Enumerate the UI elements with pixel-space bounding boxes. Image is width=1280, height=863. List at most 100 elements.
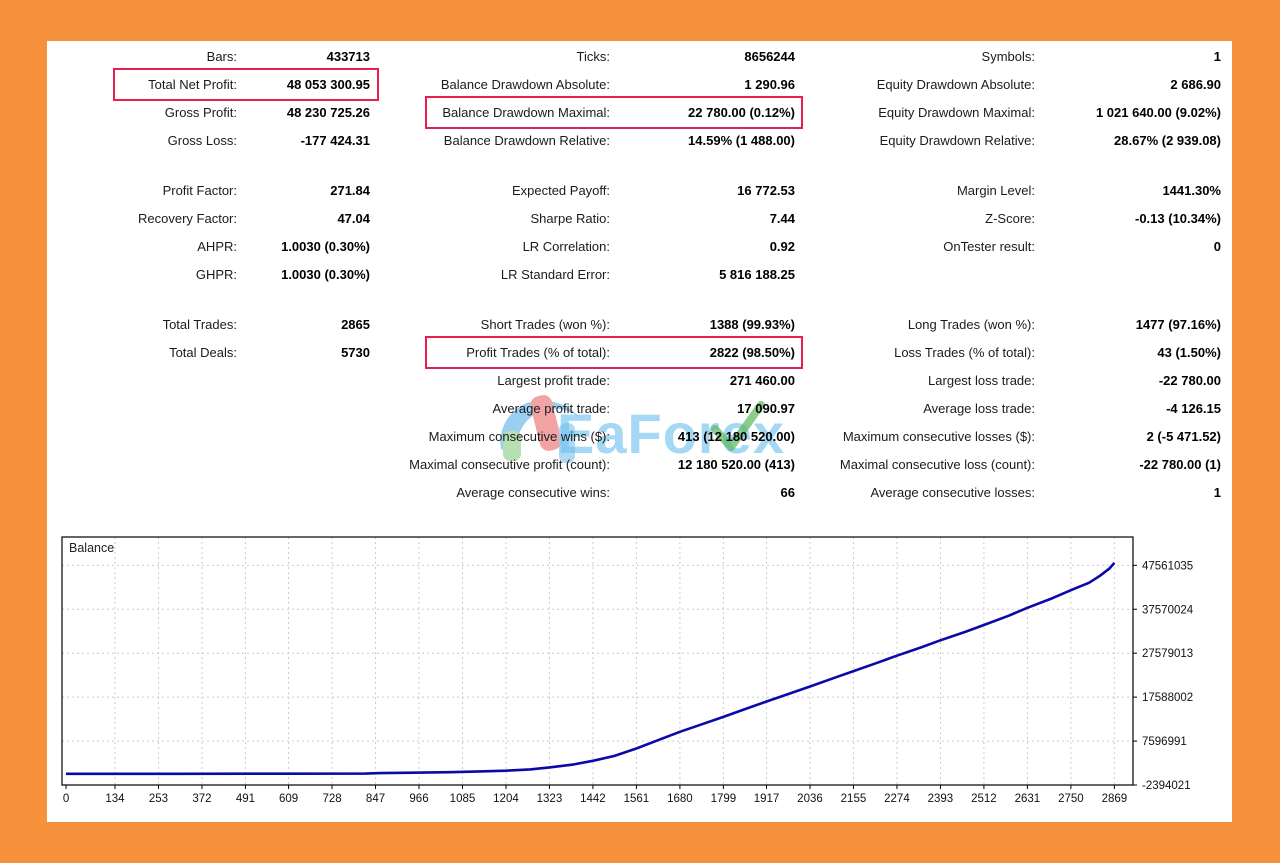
stat-cell: GHPR: 1.0030 (0.30%) xyxy=(47,261,370,289)
stat-cell: Equity Drawdown Maximal: 1 021 640.00 (9.… xyxy=(807,99,1221,127)
stat-cell: Gross Profit: 48 230 725.26 xyxy=(47,99,370,127)
stat-cell: Average profit trade: 17 090.97 xyxy=(377,395,795,423)
stats-row: Total Deals: 5730 Profit Trades (% of tota… xyxy=(47,336,1232,369)
stat-cell: Maximum consecutive wins ($): 413 (12 180… xyxy=(377,423,795,451)
x-tick-label: 847 xyxy=(366,793,385,805)
stat-label: Ticks: xyxy=(576,49,610,64)
stats-row: Maximal consecutive profit (count): 12 18… xyxy=(47,451,1232,479)
stat-label: Maximal consecutive profit (count): xyxy=(409,457,610,472)
stat-cell: Profit Factor: 271.84 xyxy=(47,177,370,205)
stat-label: GHPR: xyxy=(195,267,237,282)
stat-cell: Largest loss trade: -22 780.00 xyxy=(807,367,1221,395)
stat-label xyxy=(47,367,237,395)
stat-cell: Equity Drawdown Absolute: 2 686.90 xyxy=(807,71,1221,99)
x-tick-label: 1085 xyxy=(450,793,476,805)
stat-label: Gross Profit: xyxy=(164,105,237,120)
chart-title: Balance xyxy=(69,541,114,555)
stat-label: Largest profit trade: xyxy=(497,373,610,388)
stat-label xyxy=(47,423,237,451)
stat-label: Z-Score: xyxy=(985,211,1035,226)
stat-cell: Equity Drawdown Relative: 28.67% (2 939.0… xyxy=(807,127,1221,155)
stats-row: Total Net Profit: 48 053 300.95 Balance Dr… xyxy=(47,68,1232,101)
stat-cell xyxy=(807,261,1221,289)
stat-value: 12 180 520.00 (413) xyxy=(677,457,795,472)
stat-cell-highlighted: Balance Drawdown Maximal: 22 780.00 (0.12… xyxy=(377,96,803,129)
stat-cell: Maximum consecutive losses ($): 2 (-5 471… xyxy=(807,423,1221,451)
stats-row: AHPR: 1.0030 (0.30%) LR Correlation: 0.92 On… xyxy=(47,233,1232,261)
x-tick-label: 372 xyxy=(192,793,211,805)
x-tick-label: 1917 xyxy=(754,793,780,805)
stat-label: AHPR: xyxy=(197,239,237,254)
stat-label: Recovery Factor: xyxy=(138,211,237,226)
stat-label: Symbols: xyxy=(981,49,1035,64)
stat-cell: Margin Level: 1441.30% xyxy=(807,177,1221,205)
stat-label: Bars: xyxy=(206,49,237,64)
stat-value: 22 780.00 (0.12%) xyxy=(688,105,795,120)
stat-value: 5 816 188.25 xyxy=(719,267,795,282)
y-tick-label: 27579013 xyxy=(1142,648,1193,660)
stat-label: LR Correlation: xyxy=(522,239,610,254)
x-tick-label: 2155 xyxy=(841,793,867,805)
stats-section: Bars: 433713 Ticks: 8656244 Symbols: 1 Total N… xyxy=(47,43,1232,155)
stat-label: Sharpe Ratio: xyxy=(530,211,611,226)
stat-cell: Short Trades (won %): 1388 (99.93%) xyxy=(377,311,795,339)
stat-label: Balance Drawdown Maximal: xyxy=(442,105,610,120)
x-tick-label: 2036 xyxy=(797,793,823,805)
x-tick-label: 966 xyxy=(409,793,428,805)
x-tick-label: 1442 xyxy=(580,793,606,805)
stat-cell: LR Correlation: 0.92 xyxy=(377,233,795,261)
stat-label: Average consecutive losses: xyxy=(870,485,1035,500)
stats-row: Recovery Factor: 47.04 Sharpe Ratio: 7.44 Z-… xyxy=(47,205,1232,233)
stat-label: Loss Trades (% of total): xyxy=(894,345,1035,360)
stat-label: Total Net Profit: xyxy=(148,77,237,92)
stat-cell: Expected Payoff: 16 772.53 xyxy=(377,177,795,205)
stats-row: GHPR: 1.0030 (0.30%) LR Standard Error: 5 8… xyxy=(47,261,1232,289)
x-tick-label: 1204 xyxy=(493,793,519,805)
y-tick-label: 17588002 xyxy=(1142,692,1193,704)
x-tick-label: 728 xyxy=(322,793,341,805)
stat-value: 2 686.90 xyxy=(1170,77,1221,92)
stat-label: Equity Drawdown Relative: xyxy=(879,133,1035,148)
report-panel: Bars: 433713 Ticks: 8656244 Symbols: 1 Total N… xyxy=(47,41,1232,822)
x-tick-label: 2393 xyxy=(928,793,954,805)
stat-label: Total Trades: xyxy=(162,317,237,332)
stat-cell: Recovery Factor: 47.04 xyxy=(47,205,370,233)
x-tick-label: 491 xyxy=(236,793,255,805)
stat-value: -0.13 (10.34%) xyxy=(1135,211,1221,226)
stat-value: 2 (-5 471.52) xyxy=(1146,429,1221,444)
stat-value: 0 xyxy=(1213,239,1221,254)
stat-value: 5730 xyxy=(341,345,370,360)
x-tick-label: 0 xyxy=(63,793,69,805)
stat-value: 14.59% (1 488.00) xyxy=(688,133,795,148)
stat-cell-highlighted: Total Net Profit: 48 053 300.95 xyxy=(47,68,379,101)
stat-label: Gross Loss: xyxy=(167,133,237,148)
stat-cell xyxy=(47,479,370,507)
x-tick-label: 1799 xyxy=(711,793,737,805)
stat-value: 66 xyxy=(780,485,795,500)
plot-area xyxy=(62,537,1133,785)
stat-value: 8656244 xyxy=(744,49,795,64)
x-tick-label: 2274 xyxy=(884,793,910,805)
stat-value: 0.92 xyxy=(769,239,795,254)
stat-cell: Balance Drawdown Relative: 14.59% (1 488.… xyxy=(377,127,795,155)
stat-value: 28.67% (2 939.08) xyxy=(1114,133,1221,148)
stat-label: Maximum consecutive wins ($): xyxy=(428,429,610,444)
stat-value: -22 780.00 xyxy=(1158,373,1221,388)
stat-cell: Total Deals: 5730 xyxy=(47,339,370,367)
stat-label: Average loss trade: xyxy=(923,401,1035,416)
stat-value xyxy=(1035,261,1221,289)
stat-value: -4 126.15 xyxy=(1166,401,1221,416)
stat-label: Expected Payoff: xyxy=(511,183,610,198)
stat-label: Short Trades (won %): xyxy=(480,317,610,332)
stat-value: 433713 xyxy=(326,49,370,64)
stat-label: Equity Drawdown Maximal: xyxy=(878,105,1035,120)
stat-value: 2865 xyxy=(341,317,370,332)
stat-cell: Maximal consecutive loss (count): -22 780… xyxy=(807,451,1221,479)
stat-label: Long Trades (won %): xyxy=(907,317,1035,332)
stats-table: Bars: 433713 Ticks: 8656244 Symbols: 1 Total N… xyxy=(47,43,1232,529)
stats-row: Profit Factor: 271.84 Expected Payoff: 16 7… xyxy=(47,177,1232,205)
stat-value: 48 053 300.95 xyxy=(286,77,370,92)
stat-value: 1388 (99.93%) xyxy=(709,317,795,332)
stat-value xyxy=(237,367,370,395)
